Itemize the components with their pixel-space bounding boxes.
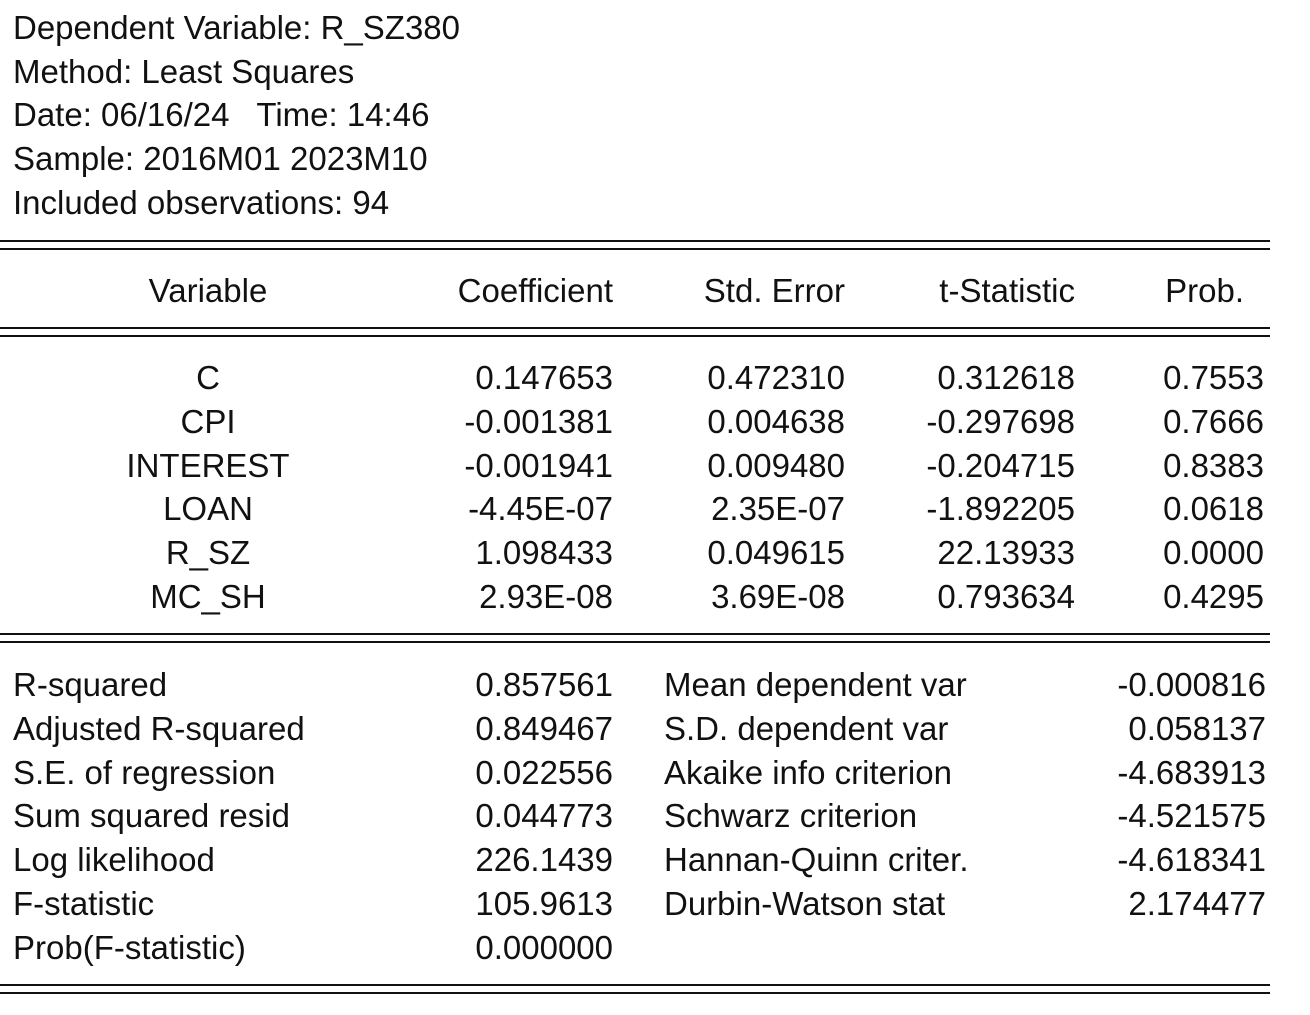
variable-name: C bbox=[196, 359, 220, 396]
stat-label: Akaike info criterion bbox=[664, 754, 952, 791]
sample-line: Sample: 2016M01 2023M10 bbox=[13, 140, 428, 177]
stat-value: 0.044773 bbox=[475, 797, 613, 834]
prob-value: 0.7666 bbox=[1163, 403, 1264, 440]
stat-label: Mean dependent var bbox=[664, 666, 967, 703]
variable-name: R_SZ bbox=[165, 534, 251, 571]
stat-value: 226.1439 bbox=[475, 841, 613, 878]
coef-section-rule-2 bbox=[0, 641, 1270, 643]
table-bottom-rule-1 bbox=[0, 984, 1270, 986]
stat-label: Durbin-Watson stat bbox=[664, 885, 946, 922]
std-error-value: 0.004638 bbox=[707, 403, 845, 440]
col-header-std-error: Std. Error bbox=[703, 272, 845, 309]
coef-section-rule-1 bbox=[0, 633, 1270, 635]
variable-name: MC_SH bbox=[150, 578, 266, 615]
observations-line: Included observations: 94 bbox=[13, 184, 390, 221]
t-statistic-value: -1.892205 bbox=[926, 490, 1075, 527]
stat-value: -4.521575 bbox=[1117, 797, 1266, 834]
stat-label: Log likelihood bbox=[13, 841, 215, 878]
variable-name: LOAN bbox=[163, 490, 253, 527]
stat-label: Schwarz criterion bbox=[664, 797, 918, 834]
prob-value: 0.4295 bbox=[1163, 578, 1264, 615]
std-error-value: 0.009480 bbox=[707, 447, 845, 484]
coefficient-value: 0.147653 bbox=[475, 359, 613, 396]
stat-label: S.E. of regression bbox=[13, 754, 276, 791]
col-header-coefficient: Coefficient bbox=[457, 272, 613, 309]
table-bottom-rule-2 bbox=[0, 992, 1270, 994]
coefficient-value: 1.098433 bbox=[475, 534, 613, 571]
col-header-t-statistic: t-Statistic bbox=[939, 272, 1075, 309]
std-error-value: 0.049615 bbox=[707, 534, 845, 571]
stat-label: Prob(F-statistic) bbox=[13, 929, 246, 966]
method-line: Method: Least Squares bbox=[13, 53, 355, 90]
stat-value: 0.058137 bbox=[1128, 710, 1266, 747]
prob-value: 0.0000 bbox=[1163, 534, 1264, 571]
variable-name: INTEREST bbox=[126, 447, 290, 484]
stat-value: 0.849467 bbox=[475, 710, 613, 747]
stat-label: R-squared bbox=[13, 666, 168, 703]
t-statistic-value: -0.297698 bbox=[926, 403, 1075, 440]
std-error-value: 3.69E-08 bbox=[711, 578, 845, 615]
stat-value: 2.174477 bbox=[1128, 885, 1266, 922]
t-statistic-value: 0.793634 bbox=[937, 578, 1075, 615]
t-statistic-value: 22.13933 bbox=[937, 534, 1075, 571]
stat-label: Adjusted R-squared bbox=[13, 710, 305, 747]
stat-value: -0.000816 bbox=[1117, 666, 1266, 703]
t-statistic-value: -0.204715 bbox=[926, 447, 1075, 484]
stat-value: 0.022556 bbox=[475, 754, 613, 791]
variable-name: CPI bbox=[180, 403, 236, 440]
prob-value: 0.0618 bbox=[1163, 490, 1264, 527]
dependent-variable-line: Dependent Variable: R_SZ380 bbox=[13, 9, 461, 46]
stat-value: 0.000000 bbox=[475, 929, 613, 966]
col-header-variable: Variable bbox=[148, 272, 268, 309]
stat-label: F-statistic bbox=[13, 885, 155, 922]
stat-value: -4.618341 bbox=[1117, 841, 1266, 878]
coefficient-value: 2.93E-08 bbox=[479, 578, 613, 615]
coefficient-value: -0.001381 bbox=[464, 403, 613, 440]
stat-label: Hannan-Quinn criter. bbox=[664, 841, 969, 878]
stat-value: 105.9613 bbox=[475, 885, 613, 922]
stat-value: -4.683913 bbox=[1117, 754, 1266, 791]
date-time-line: Date: 06/16/24 Time: 14:46 bbox=[13, 96, 430, 133]
col-header-prob: Prob. bbox=[1165, 272, 1244, 309]
std-error-value: 0.472310 bbox=[707, 359, 845, 396]
table-top-rule-1 bbox=[0, 240, 1270, 242]
table-top-rule-2 bbox=[0, 248, 1270, 250]
stat-label: Sum squared resid bbox=[13, 797, 290, 834]
column-header-rule-1 bbox=[0, 327, 1270, 329]
stat-value: 0.857561 bbox=[475, 666, 613, 703]
coefficient-value: -0.001941 bbox=[464, 447, 613, 484]
t-statistic-value: 0.312618 bbox=[937, 359, 1075, 396]
stat-label: S.D. dependent var bbox=[664, 710, 949, 747]
column-header-rule-2 bbox=[0, 335, 1270, 337]
coefficient-value: -4.45E-07 bbox=[468, 490, 613, 527]
prob-value: 0.7553 bbox=[1163, 359, 1264, 396]
prob-value: 0.8383 bbox=[1163, 447, 1264, 484]
std-error-value: 2.35E-07 bbox=[711, 490, 845, 527]
